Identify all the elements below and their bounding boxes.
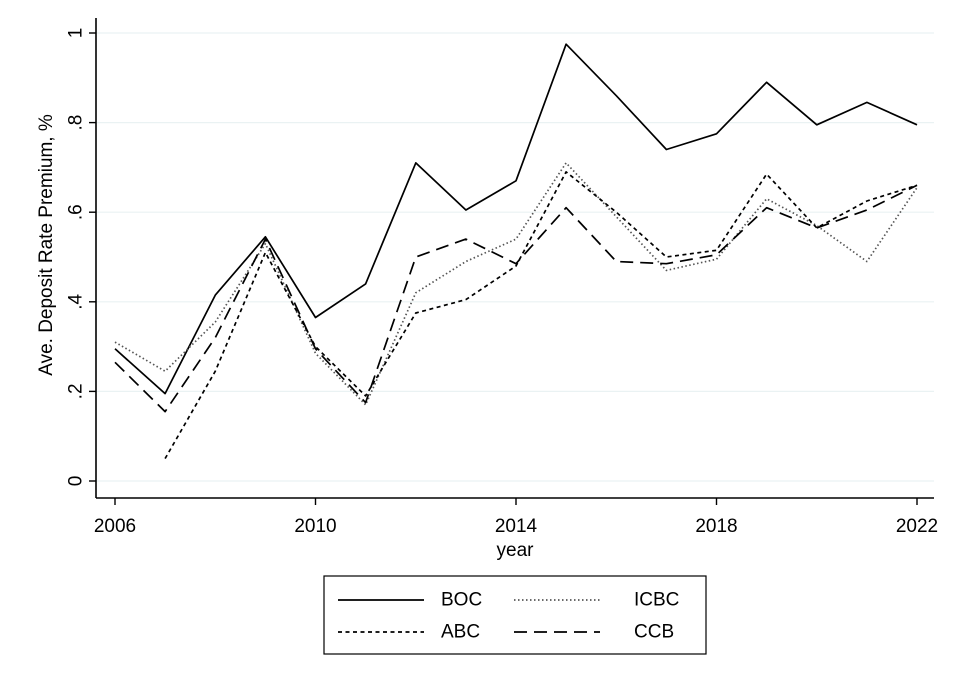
legend-box bbox=[323, 575, 707, 655]
grid-lines bbox=[96, 32, 934, 482]
x-tick-label: 2018 bbox=[695, 516, 737, 537]
series-line-abc bbox=[164, 171, 918, 460]
y-tick-label: .2 bbox=[66, 383, 87, 399]
x-tick-label: 2014 bbox=[495, 516, 538, 537]
y-tick-label: 0 bbox=[66, 476, 87, 487]
legend-label-abc: ABC bbox=[441, 622, 480, 643]
y-tick-label: .4 bbox=[66, 293, 87, 309]
series-lines bbox=[114, 43, 918, 460]
axes bbox=[95, 18, 934, 499]
x-tick-label: 2022 bbox=[896, 516, 938, 537]
legend-label-ccb: CCB bbox=[634, 622, 674, 643]
series-line-ccb bbox=[114, 184, 918, 413]
y-tick-label: .8 bbox=[66, 115, 87, 131]
x-tick-label: 2006 bbox=[94, 516, 136, 537]
x-tick-label: 2010 bbox=[294, 516, 336, 537]
y-tick-label: 1 bbox=[66, 28, 87, 39]
legend-label-icbc: ICBC bbox=[634, 590, 679, 611]
y-axis-title: Ave. Deposit Rate Premium, % bbox=[36, 114, 57, 376]
legend-label-boc: BOC bbox=[441, 590, 482, 611]
axis-ticks: 0 .2 .4 .6 .8 1 2006 2010 2014 2018 2022 bbox=[66, 28, 939, 537]
x-axis-title: year bbox=[497, 540, 535, 561]
legend: BOC ICBC ABC CCB bbox=[323, 575, 707, 655]
series-line-boc bbox=[114, 43, 918, 395]
series-line-icbc bbox=[114, 162, 918, 406]
y-tick-label: .6 bbox=[66, 204, 87, 220]
